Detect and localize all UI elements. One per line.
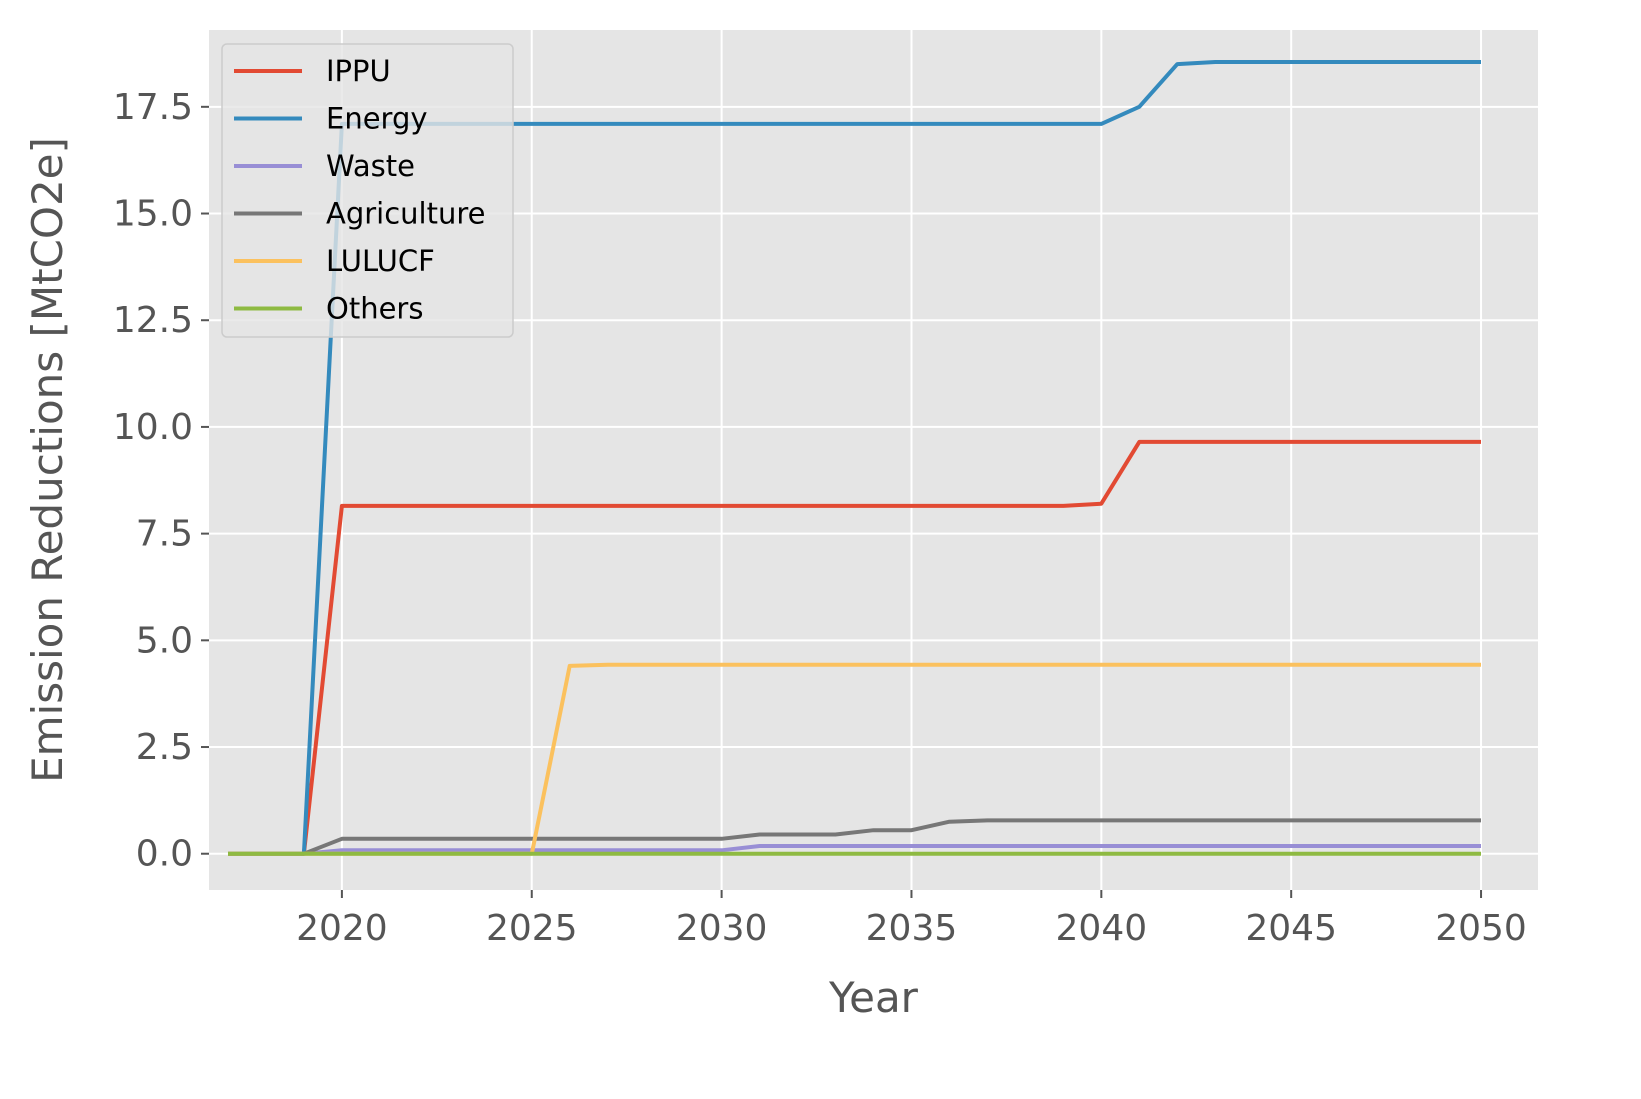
x-axis-title: Year — [828, 973, 919, 1022]
x-tick-label: 2040 — [1056, 908, 1148, 949]
series-lines — [228, 60, 1481, 856]
y-tick-label: 12.5 — [113, 300, 193, 341]
x-tick-label: 2030 — [676, 908, 768, 949]
x-tick-label: 2025 — [486, 908, 578, 949]
x-tick-label: 2045 — [1245, 908, 1337, 949]
legend-label-energy: Energy — [326, 102, 428, 136]
series-line-energy — [228, 60, 1481, 856]
legend-label-lulucf: LULUCF — [326, 244, 435, 278]
x-tick-label: 2020 — [296, 908, 388, 949]
y-tick-label: 0.0 — [136, 834, 193, 875]
y-tick-label: 10.0 — [113, 407, 193, 448]
y-axis-title: Emission Reductions [MtCO2e] — [23, 137, 72, 783]
legend-label-agriculture: Agriculture — [326, 197, 486, 231]
y-tick-label: 7.5 — [136, 514, 193, 555]
y-tick-label: 5.0 — [136, 620, 193, 661]
legend-label-waste: Waste — [326, 149, 415, 183]
series-line-agriculture — [228, 818, 1481, 856]
x-tick-label: 2035 — [866, 908, 958, 949]
legend-label-ippu: IPPU — [326, 54, 391, 88]
x-tick-label: 2050 — [1435, 908, 1527, 949]
y-tick-label: 17.5 — [113, 87, 193, 128]
x-axis-ticks: 2020 2025 2030 2035 2040 2045 2050 — [296, 890, 1527, 949]
y-tick-label: 15.0 — [113, 194, 193, 235]
legend-label-others: Others — [326, 292, 423, 326]
y-axis-ticks: 0.0 2.5 5.0 7.5 10.0 12.5 15.0 17.5 — [113, 87, 209, 875]
y-tick-label: 2.5 — [136, 727, 193, 768]
legend: IPPU Energy Waste Agriculture LULUCF Others — [221, 43, 514, 338]
